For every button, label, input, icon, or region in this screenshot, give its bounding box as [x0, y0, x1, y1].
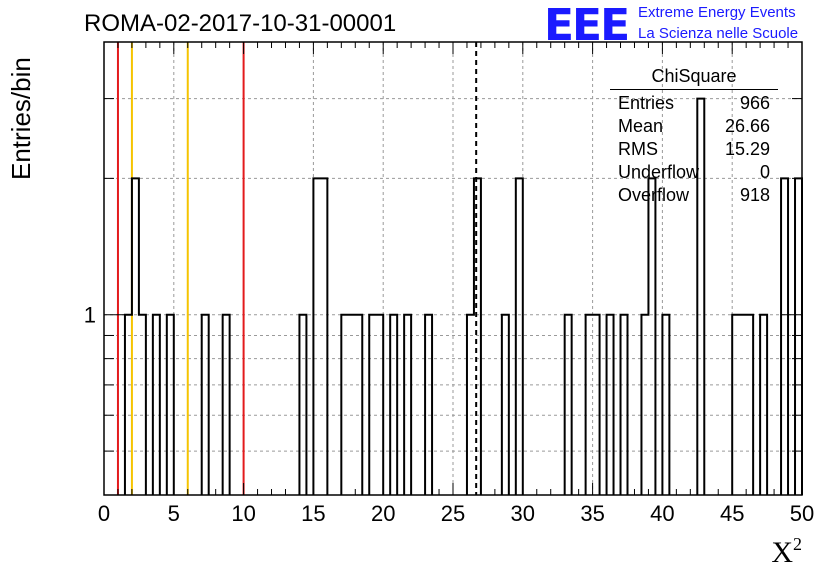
y-tick-label: 1 — [84, 303, 96, 328]
histogram-bin — [593, 315, 600, 495]
x-tick-label: 25 — [441, 501, 465, 526]
grid-layer — [104, 42, 802, 495]
stats-value: 918 — [739, 185, 770, 205]
eee-logo: EEE — [544, 0, 630, 51]
stats-value: 966 — [739, 93, 770, 113]
histogram-bin — [732, 315, 739, 495]
stats-label: Mean — [618, 116, 664, 136]
histogram-bin — [760, 315, 767, 495]
histogram-bin — [425, 315, 432, 495]
histogram-bin — [586, 315, 593, 495]
x-tick-label: 0 — [98, 501, 110, 526]
histogram-bin — [474, 178, 481, 495]
histogram-bin — [662, 315, 669, 495]
x-tick-label: 35 — [580, 501, 604, 526]
histogram-bin — [746, 315, 753, 495]
histogram-bin — [781, 178, 788, 495]
histogram-bin — [648, 178, 655, 495]
axes-layer: 0 5 10 15 20 25 30 35 40 45 50 1 — [84, 41, 814, 526]
histogram-bin — [739, 315, 746, 495]
histogram-bin — [467, 315, 474, 495]
stats-row-rms: RMS 15.29 — [610, 138, 778, 161]
x-tick-label: 20 — [371, 501, 395, 526]
histogram-bin — [223, 315, 230, 495]
x-tick-label: 50 — [790, 501, 814, 526]
stats-box: ChiSquare Entries 966 Mean 26.66 RMS 15.29 … — [610, 66, 778, 207]
logo-line-1: Extreme Energy Events — [638, 4, 796, 21]
histogram-layer — [123, 97, 803, 495]
histogram-bin — [404, 315, 411, 495]
stats-value: 15.29 — [724, 139, 770, 159]
histogram-bin — [502, 315, 509, 495]
histogram-bin — [167, 315, 174, 495]
x-tick-label: 40 — [650, 501, 674, 526]
x-tick-label: 30 — [511, 501, 535, 526]
histogram-bin — [795, 178, 802, 495]
stats-row-underflow: Underflow 0 — [610, 161, 778, 184]
stats-row-overflow: Overflow 918 — [610, 184, 778, 207]
logo-line-2: La Scienza nelle Scuole — [638, 25, 799, 42]
stats-title: ChiSquare — [610, 66, 778, 90]
histogram-outline — [123, 97, 803, 495]
y-axis-label: Entries/bin — [6, 57, 36, 180]
histogram-bin — [376, 315, 383, 495]
histogram-bin — [202, 315, 209, 495]
histogram-bin — [132, 178, 139, 495]
histogram-bin — [641, 315, 648, 495]
x-tick-label: 5 — [168, 501, 180, 526]
histogram-bin — [621, 315, 628, 495]
histogram-bin — [313, 178, 320, 495]
histogram-bin — [565, 315, 572, 495]
stats-row-mean: Mean 26.66 — [610, 115, 778, 138]
histogram-bin — [320, 178, 327, 495]
vertical-lines-layer — [116, 42, 478, 495]
histogram-bin — [348, 315, 355, 495]
histogram-bin — [390, 315, 397, 495]
stats-label: Overflow — [618, 185, 690, 205]
chart-title: ROMA-02-2017-10-31-00001 — [84, 10, 397, 37]
histogram-bin — [607, 315, 614, 495]
x-axis-label-text: X — [771, 536, 793, 569]
histogram-bin — [153, 315, 160, 495]
x-tick-label: 15 — [301, 501, 325, 526]
stats-row-entries: Entries 966 — [610, 92, 778, 115]
x-axis-label-superscript: 2 — [793, 534, 802, 554]
histogram-bin — [516, 178, 523, 495]
x-tick-label: 45 — [720, 501, 744, 526]
histogram-bin — [139, 315, 146, 495]
x-tick-label: 10 — [231, 501, 255, 526]
histogram-bin — [125, 315, 132, 495]
histogram-bin — [355, 315, 362, 495]
stats-label: Underflow — [618, 162, 700, 182]
stats-value: 26.66 — [724, 116, 770, 136]
histogram-bin — [299, 315, 306, 495]
histogram-bin — [341, 315, 348, 495]
histogram-bin — [369, 315, 376, 495]
stats-label: Entries — [618, 93, 675, 113]
stats-label: RMS — [618, 139, 658, 159]
x-axis-label: X2 — [771, 534, 802, 570]
stats-value: 0 — [759, 162, 770, 182]
